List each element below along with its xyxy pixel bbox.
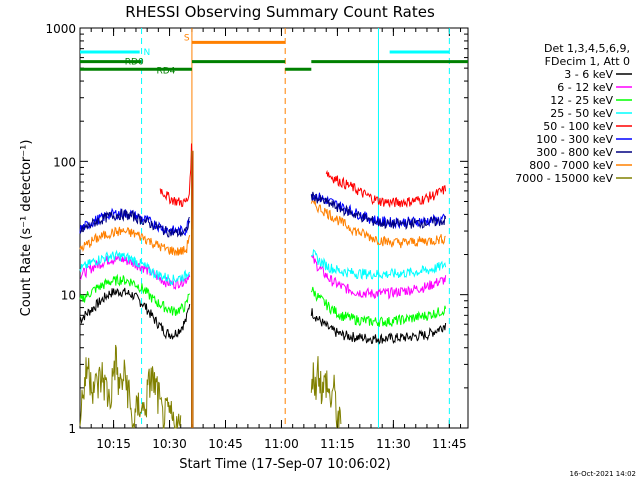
legend-header-0: Det 1,3,4,5,6,9, <box>544 42 630 55</box>
legend-header-1: FDecim 1, Att 0 <box>545 55 630 68</box>
saa-label: S <box>184 33 190 43</box>
legend: Det 1,3,4,5,6,9,FDecim 1, Att 03 - 6 keV… <box>515 42 632 185</box>
x-tick-label: 11:15 <box>320 437 355 451</box>
plot-area: 1 10 100 1000 10:15 10:30 10:45 11:00 11:15 11:30… <box>45 22 469 451</box>
series-line-4-seg2 <box>325 169 447 208</box>
chart-title: RHESSI Observing Summary Count Rates <box>125 3 435 21</box>
series-line-7-seg1 <box>79 226 191 256</box>
legend-label: 12 - 25 keV <box>550 94 613 107</box>
series-line-0-seg2 <box>310 308 447 345</box>
x-tick-label: 10:30 <box>152 437 187 451</box>
legend-label: 800 - 7000 keV <box>529 159 613 172</box>
series-line-5-seg2 <box>311 192 447 230</box>
x-tick-label: 10:45 <box>208 437 243 451</box>
series-line-2-seg2 <box>310 286 447 328</box>
legend-label: 50 - 100 keV <box>543 120 613 133</box>
legend-label: 25 - 50 keV <box>550 107 613 120</box>
series-line-7-seg2 <box>310 200 446 249</box>
x-tick-label: 11:00 <box>264 437 299 451</box>
legend-label: 300 - 800 keV <box>536 146 613 159</box>
legend-label: 6 - 12 keV <box>557 81 613 94</box>
x-axis-label: Start Time (17-Sep-07 10:06:02) <box>179 457 390 472</box>
y-tick-label: 10 <box>61 289 76 303</box>
footer-date: 16-Oct-2021 14:02 <box>570 470 636 478</box>
series-line-3-seg2 <box>310 248 447 280</box>
legend-label: 7000 - 15000 keV <box>515 172 613 185</box>
y-tick-label: 1 <box>68 422 76 436</box>
y-axis-label: Count Rate (s⁻¹ detector⁻¹) <box>19 140 34 317</box>
series-line-6-seg2 <box>310 191 447 230</box>
series-line-8-seg2 <box>310 356 342 429</box>
legend-label: 3 - 6 keV <box>564 68 613 81</box>
y-tick-label: 1000 <box>45 22 76 36</box>
x-tick-label: 11:45 <box>432 437 467 451</box>
rd4-label: RD4 <box>156 66 175 76</box>
legend-label: 100 - 300 keV <box>536 133 613 146</box>
series-line-6-seg1 <box>79 208 190 238</box>
rd0-label: RD0 <box>125 58 144 68</box>
series-line-0-seg1 <box>79 287 191 340</box>
series-line-4-seg1 <box>159 143 194 230</box>
series-line-3-seg1 <box>79 249 191 286</box>
x-tick-label: 11:30 <box>376 437 411 451</box>
series-line-2-seg1 <box>79 273 191 316</box>
night-label: N <box>144 48 151 58</box>
series-line-8-seg1 <box>79 344 182 429</box>
y-tick-label: 100 <box>53 155 76 169</box>
series-line-1-seg2 <box>311 254 447 300</box>
x-tick-label: 10:15 <box>96 437 131 451</box>
